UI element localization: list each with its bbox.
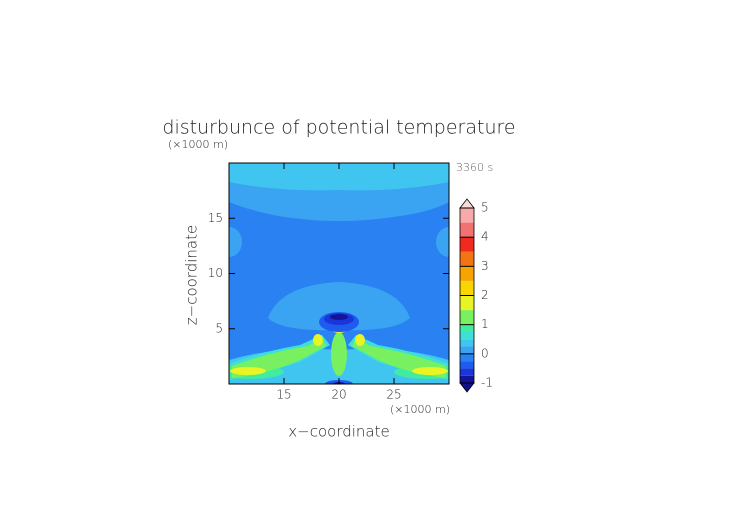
colorbar-band xyxy=(460,280,474,296)
colorbar-band xyxy=(460,375,474,383)
y-axis-label: z−coordinate xyxy=(183,225,201,325)
colorbar-tick-label: 2 xyxy=(481,288,489,302)
y-tick-label: 5 xyxy=(215,321,223,335)
x-tick-label: 15 xyxy=(276,388,291,402)
contour-region xyxy=(436,227,449,257)
colorbar-band xyxy=(460,368,474,376)
x-unit: (×1000 m) xyxy=(390,403,450,416)
y-unit: (×1000 m) xyxy=(168,138,228,151)
y-tick-label: 10 xyxy=(208,266,223,280)
colorbar-band xyxy=(460,208,474,223)
colorbar-tick-label: -1 xyxy=(481,376,493,390)
colorbar-tick-label: 4 xyxy=(481,230,489,244)
colorbar-under xyxy=(459,382,475,393)
colorbar-band xyxy=(460,237,474,252)
colorbar-band xyxy=(460,222,474,238)
colorbar-band xyxy=(460,295,474,311)
colorbar-band xyxy=(460,353,474,362)
contour-region xyxy=(355,334,365,346)
contour-field xyxy=(229,163,449,384)
colorbar-tick-label: 0 xyxy=(481,346,489,360)
contour-region xyxy=(229,163,449,191)
contour-region xyxy=(313,334,323,346)
contour-region xyxy=(330,314,348,320)
colorbar-band xyxy=(460,339,474,347)
colorbar-band xyxy=(460,361,474,369)
x-axis-label: x−coordinate xyxy=(288,423,389,441)
colorbar-band xyxy=(460,346,474,354)
annotation: 3360 s xyxy=(456,161,493,174)
contour-region xyxy=(412,367,448,375)
y-tick-label: 15 xyxy=(208,211,223,225)
colorbar-band xyxy=(460,266,474,281)
colorbar-tick-label: 5 xyxy=(481,201,489,215)
colorbar-band xyxy=(460,324,474,332)
colorbar-tick-label: 1 xyxy=(481,317,489,331)
chart-title: disturbunce of potential temperature xyxy=(162,117,515,139)
contour-region xyxy=(230,367,266,375)
x-tick-label: 20 xyxy=(331,388,346,402)
x-tick-label: 25 xyxy=(386,388,401,402)
contour-region xyxy=(268,282,410,331)
colorbar-tick-label: 3 xyxy=(481,259,489,273)
colorbar-band xyxy=(460,310,474,325)
contour-region xyxy=(331,332,347,376)
contour-region xyxy=(229,227,242,257)
colorbar-band xyxy=(460,331,474,340)
colorbar-over xyxy=(459,198,475,209)
colorbar-band xyxy=(460,251,474,267)
